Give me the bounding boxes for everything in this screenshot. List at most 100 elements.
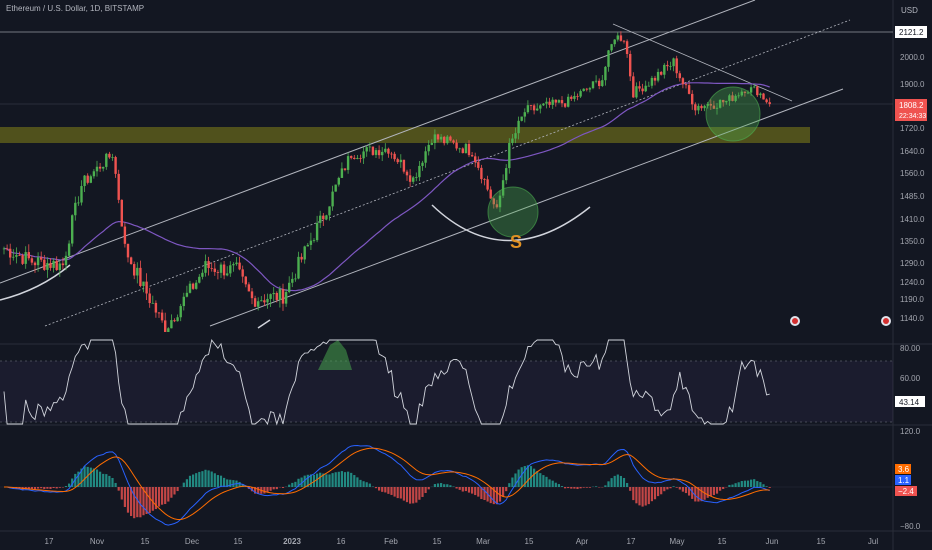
candle-body bbox=[573, 95, 576, 99]
candle-body bbox=[15, 254, 18, 257]
candle-body bbox=[120, 199, 123, 227]
candle-body bbox=[157, 312, 161, 314]
candle-body bbox=[418, 165, 421, 178]
candle-body bbox=[644, 85, 647, 92]
macd-histogram-bar bbox=[402, 487, 405, 501]
trend-line-descending[interactable] bbox=[612, 23, 793, 102]
macd-histogram-bar bbox=[461, 487, 464, 492]
macd-histogram-bar bbox=[374, 487, 378, 489]
macd-histogram-bar bbox=[436, 483, 440, 487]
macd-histogram-bar bbox=[505, 487, 508, 492]
candle-body bbox=[381, 151, 384, 156]
macd-histogram-bar bbox=[573, 487, 576, 489]
candle-body bbox=[526, 105, 530, 113]
time-tick: May bbox=[669, 537, 684, 546]
price-tick: 1350.0 bbox=[900, 237, 925, 246]
candle-body bbox=[77, 202, 80, 204]
candle-body bbox=[92, 171, 96, 177]
macd-histogram-bar bbox=[691, 487, 694, 499]
candle-body bbox=[328, 206, 331, 216]
macd-histogram-bar bbox=[480, 487, 483, 500]
candle-body bbox=[21, 255, 24, 264]
candle-body bbox=[545, 101, 548, 104]
macd-histogram-bar bbox=[30, 487, 33, 490]
candle-body bbox=[250, 291, 254, 299]
support-zone bbox=[0, 127, 810, 143]
candle-body bbox=[126, 243, 130, 258]
candle-body bbox=[67, 243, 71, 256]
macd-histogram-bar bbox=[356, 477, 359, 487]
candle-body bbox=[480, 167, 483, 180]
candle-body bbox=[737, 95, 740, 97]
macd-histogram-bar bbox=[545, 476, 548, 487]
macd-histogram-bar bbox=[306, 474, 309, 487]
macd-histogram-bar bbox=[275, 487, 278, 490]
arc-small bbox=[257, 319, 271, 329]
macd-histogram-bar bbox=[55, 487, 58, 489]
macd-histogram-bar bbox=[728, 484, 731, 487]
macd-histogram-bar bbox=[669, 487, 672, 489]
macd-histogram-bar bbox=[37, 487, 40, 489]
flag-icon[interactable] bbox=[881, 316, 891, 326]
candle-body bbox=[114, 157, 117, 174]
macd-histogram-bar bbox=[272, 487, 275, 490]
candle-body bbox=[402, 159, 406, 172]
candle-body bbox=[210, 268, 213, 269]
macd-histogram-bar bbox=[694, 487, 697, 502]
macd-histogram-bar bbox=[412, 487, 415, 504]
macd-histogram-bar bbox=[216, 475, 219, 487]
macd-histogram-bar bbox=[161, 487, 164, 505]
macd-histogram-bar bbox=[269, 487, 272, 491]
channel-median-line[interactable] bbox=[44, 19, 851, 327]
macd-histogram-bar bbox=[142, 487, 145, 516]
flag-icon[interactable] bbox=[790, 316, 800, 326]
rsi-tick: 60.00 bbox=[900, 374, 921, 383]
macd-histogram-bar bbox=[517, 469, 520, 487]
candle-body bbox=[139, 267, 142, 286]
macd-histogram-bar bbox=[207, 470, 210, 487]
channel-lower-line[interactable] bbox=[209, 88, 844, 327]
candle-body bbox=[520, 116, 523, 121]
candle-body bbox=[102, 166, 105, 169]
candle-body bbox=[508, 142, 511, 169]
candle-body bbox=[731, 95, 734, 101]
candle-body bbox=[294, 278, 297, 280]
candle-body bbox=[303, 246, 306, 260]
candle-body bbox=[694, 104, 697, 111]
macd-histogram-bar bbox=[229, 479, 232, 487]
macd-histogram-bar bbox=[604, 485, 607, 487]
macd-histogram-bar bbox=[123, 487, 126, 507]
candle-body bbox=[390, 153, 393, 155]
highlight-circle-march[interactable] bbox=[487, 186, 539, 238]
candle-body bbox=[257, 301, 260, 307]
candle-body bbox=[722, 99, 725, 103]
macd-histogram-bar bbox=[440, 483, 443, 487]
candle-body bbox=[511, 138, 514, 143]
macd-histogram-bar bbox=[102, 473, 105, 487]
candle-body bbox=[415, 177, 418, 178]
time-axis: 17 Nov 15 Dec 15 2023 16 Feb 15 Mar 15 A… bbox=[45, 537, 879, 546]
candle-body bbox=[616, 35, 619, 40]
macd-histogram-bar bbox=[86, 466, 89, 487]
macd-histogram-bar bbox=[80, 468, 83, 487]
macd-histogram-bar bbox=[672, 486, 675, 487]
price-tick: 1640.0 bbox=[900, 147, 925, 156]
candle-body bbox=[740, 91, 743, 96]
macd-histogram-bar bbox=[176, 487, 179, 492]
candle-body bbox=[576, 95, 579, 97]
candle-body bbox=[601, 80, 604, 87]
candle-body bbox=[492, 198, 495, 205]
macd-histogram-bar bbox=[117, 487, 120, 491]
candle-body bbox=[244, 276, 247, 285]
candle-body bbox=[105, 153, 108, 167]
macd-histogram-bar bbox=[378, 487, 381, 491]
highlight-circle-may[interactable] bbox=[705, 86, 761, 142]
rsi-tick: 80.00 bbox=[900, 344, 921, 353]
candle-body bbox=[548, 101, 551, 105]
candle-body bbox=[319, 215, 322, 223]
candle-body bbox=[235, 262, 238, 265]
candle-body bbox=[46, 263, 49, 270]
signal-line bbox=[4, 447, 770, 520]
candle-body bbox=[598, 80, 601, 87]
